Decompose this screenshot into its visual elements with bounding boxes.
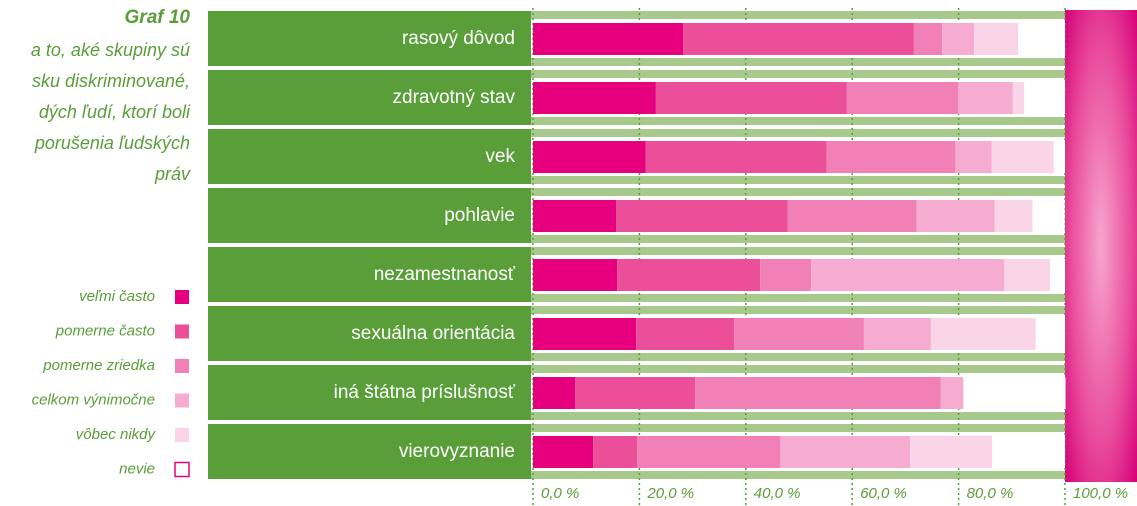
bar-segment: [994, 200, 1033, 232]
legend-label: veľmi často: [79, 288, 155, 305]
bar-segment: [533, 318, 637, 350]
label-box: [208, 424, 531, 479]
bar-segment: [533, 377, 576, 409]
bar-segment: [974, 23, 1019, 55]
chart-title: Graf 10: [125, 7, 191, 28]
bar-segment: [593, 436, 638, 468]
subtitle-line: sku diskriminované,: [32, 71, 190, 91]
bar-segment: [695, 377, 941, 409]
bar-segment: [846, 82, 959, 114]
legend-swatch: [175, 290, 189, 304]
subtitle-line: a to, aké skupiny sú: [31, 40, 190, 60]
legend-label: vôbec nikdy: [76, 426, 157, 443]
category-label: zdravotný stav: [393, 87, 516, 108]
bar-segment: [533, 436, 594, 468]
bar-segment: [958, 82, 1013, 114]
category-label: rasový dôvod: [402, 28, 515, 49]
bar-segment: [910, 436, 993, 468]
category-label: vierovyznanie: [399, 441, 515, 462]
bar-segment: [533, 200, 616, 232]
category-label: pohlavie: [444, 205, 515, 226]
label-box: [208, 306, 531, 361]
bar-segment: [533, 259, 618, 291]
bar-segment: [863, 318, 931, 350]
subtitle-line: porušenia ľudských: [34, 133, 190, 153]
bar-segment: [533, 82, 656, 114]
x-tick-label: 20,0 %: [646, 485, 694, 502]
category-label: sexuálna orientácia: [351, 323, 515, 344]
bar-segment: [575, 377, 696, 409]
legend-label: nevie: [119, 460, 155, 477]
bar-segment: [615, 200, 788, 232]
label-box: [208, 365, 531, 420]
photo: [1065, 10, 1137, 482]
bar-segment: [1032, 200, 1065, 232]
bar-segment: [645, 141, 827, 173]
bar-segment: [1018, 23, 1065, 55]
bar-segment: [942, 23, 975, 55]
x-tick-label: 80,0 %: [967, 485, 1014, 502]
legend-swatch: [175, 428, 189, 442]
label-box: [208, 11, 531, 66]
bar-segment: [940, 377, 964, 409]
bar-segment: [991, 141, 1054, 173]
subtitle-line: dých ľudí, ktorí boli: [39, 102, 191, 122]
category-label: nezamestnanosť: [374, 264, 516, 285]
bar-segment: [826, 141, 956, 173]
legend-swatch: [174, 461, 190, 478]
bar-segment: [617, 259, 761, 291]
bar-segment: [533, 23, 684, 55]
bar-segment: [1053, 141, 1065, 173]
bar-segment: [1050, 259, 1065, 291]
bar-segment: [1035, 318, 1065, 350]
bar-segment: [916, 200, 995, 232]
bar-segment: [760, 259, 812, 291]
label-box: [208, 188, 531, 243]
bar-segment: [811, 259, 1005, 291]
category-label: iná štátna príslušnosť: [334, 382, 516, 403]
label-box: [208, 247, 531, 302]
legend-swatch: [175, 324, 189, 339]
bar-segment: [1012, 82, 1025, 114]
bar-segment: [1004, 259, 1051, 291]
bar-segment: [683, 23, 914, 55]
bar-segment: [955, 141, 992, 173]
legend-label: pomerne často: [55, 322, 155, 339]
legend-swatch: [175, 359, 189, 373]
bar-segment: [930, 318, 1036, 350]
bar-segment: [992, 436, 1065, 468]
label-box: [208, 129, 531, 184]
bar-segment: [533, 141, 646, 173]
bar-segment: [655, 82, 847, 114]
x-tick-label: 60,0 %: [860, 485, 907, 502]
bar-segment: [787, 200, 917, 232]
legend-label: celkom výnimočne: [32, 391, 155, 408]
bar-segment: [637, 436, 781, 468]
subtitle-line: práv: [154, 164, 191, 184]
category-label: vek: [485, 146, 515, 167]
legend-label: pomerne zriedka: [42, 357, 155, 374]
bar-segment: [1024, 82, 1065, 114]
x-tick-label: 40,0 %: [754, 485, 801, 502]
bar-segment: [963, 377, 1066, 409]
legend-swatch: [175, 393, 189, 408]
bar-segment: [913, 23, 943, 55]
bar-segment: [780, 436, 911, 468]
x-tick-label: 100,0 %: [1073, 485, 1128, 502]
bar-segment: [734, 318, 864, 350]
label-box: [208, 70, 531, 125]
bar-segment: [636, 318, 735, 350]
x-tick-label: 0,0 %: [541, 485, 579, 502]
